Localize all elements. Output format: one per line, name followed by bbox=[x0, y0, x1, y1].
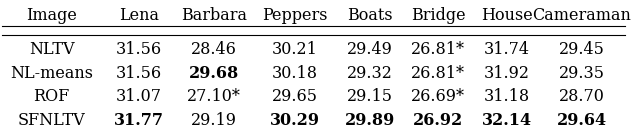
Text: 31.07: 31.07 bbox=[116, 88, 162, 105]
Text: 29.49: 29.49 bbox=[347, 41, 392, 58]
Text: 30.21: 30.21 bbox=[272, 41, 318, 58]
Text: 30.18: 30.18 bbox=[272, 65, 318, 82]
Text: 26.69*: 26.69* bbox=[412, 88, 465, 105]
Text: 31.56: 31.56 bbox=[116, 65, 162, 82]
Text: 31.74: 31.74 bbox=[484, 41, 530, 58]
Text: NL-means: NL-means bbox=[10, 65, 93, 82]
Text: House: House bbox=[481, 7, 532, 24]
Text: ROF: ROF bbox=[33, 88, 70, 105]
Text: Boats: Boats bbox=[347, 7, 392, 24]
Text: 28.46: 28.46 bbox=[191, 41, 237, 58]
Text: 26.81*: 26.81* bbox=[412, 65, 465, 82]
Text: 32.14: 32.14 bbox=[482, 112, 532, 129]
Text: Peppers: Peppers bbox=[262, 7, 328, 24]
Text: NLTV: NLTV bbox=[29, 41, 74, 58]
Text: Cameraman: Cameraman bbox=[532, 7, 631, 24]
Text: 29.19: 29.19 bbox=[191, 112, 237, 129]
Text: 29.45: 29.45 bbox=[559, 41, 605, 58]
Text: 31.92: 31.92 bbox=[484, 65, 530, 82]
Text: 26.81*: 26.81* bbox=[412, 41, 465, 58]
Text: SFNLTV: SFNLTV bbox=[18, 112, 86, 129]
Text: 29.64: 29.64 bbox=[557, 112, 607, 129]
Text: 29.89: 29.89 bbox=[344, 112, 395, 129]
Text: 31.56: 31.56 bbox=[116, 41, 162, 58]
Text: 30.29: 30.29 bbox=[270, 112, 320, 129]
Text: 27.10*: 27.10* bbox=[187, 88, 241, 105]
Text: 29.65: 29.65 bbox=[272, 88, 318, 105]
Text: 29.35: 29.35 bbox=[559, 65, 605, 82]
Text: Bridge: Bridge bbox=[411, 7, 465, 24]
Text: 31.77: 31.77 bbox=[114, 112, 164, 129]
Text: 29.68: 29.68 bbox=[189, 65, 239, 82]
Text: 31.18: 31.18 bbox=[484, 88, 530, 105]
Text: 29.15: 29.15 bbox=[347, 88, 393, 105]
Text: Image: Image bbox=[26, 7, 77, 24]
Text: Barbara: Barbara bbox=[180, 7, 247, 24]
Text: 28.70: 28.70 bbox=[559, 88, 605, 105]
Text: 26.92: 26.92 bbox=[413, 112, 463, 129]
Text: 29.32: 29.32 bbox=[347, 65, 392, 82]
Text: Lena: Lena bbox=[119, 7, 159, 24]
